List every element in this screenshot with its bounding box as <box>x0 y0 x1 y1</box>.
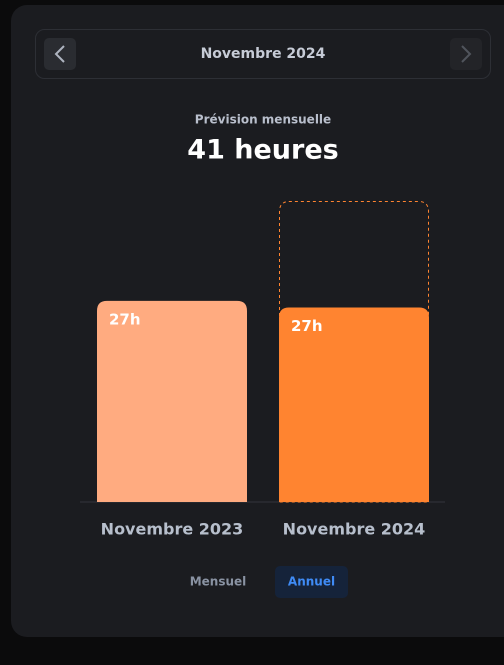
value-label: 27h <box>291 317 323 335</box>
forecast-total: 41 heures <box>187 135 338 166</box>
card <box>11 5 504 637</box>
subtitle: Prévision mensuelle <box>195 113 331 127</box>
value-label: 27h <box>109 310 141 328</box>
prev-button[interactable] <box>44 38 76 70</box>
bar <box>97 300 247 502</box>
prev-icon <box>54 45 65 63</box>
nav-title: Novembre 2024 <box>201 46 326 62</box>
bar <box>279 307 429 502</box>
x-tick-label: Novembre 2023 <box>101 520 244 539</box>
forecast-outline <box>279 201 429 503</box>
month-nav <box>35 29 491 79</box>
toggle-option[interactable]: Mensuel <box>190 575 247 589</box>
next-icon <box>461 45 472 63</box>
toggle-active-bg <box>275 566 348 598</box>
next-button[interactable] <box>450 38 482 70</box>
x-tick-label: Novembre 2024 <box>283 520 426 539</box>
toggle-option[interactable]: Annuel <box>288 575 335 589</box>
